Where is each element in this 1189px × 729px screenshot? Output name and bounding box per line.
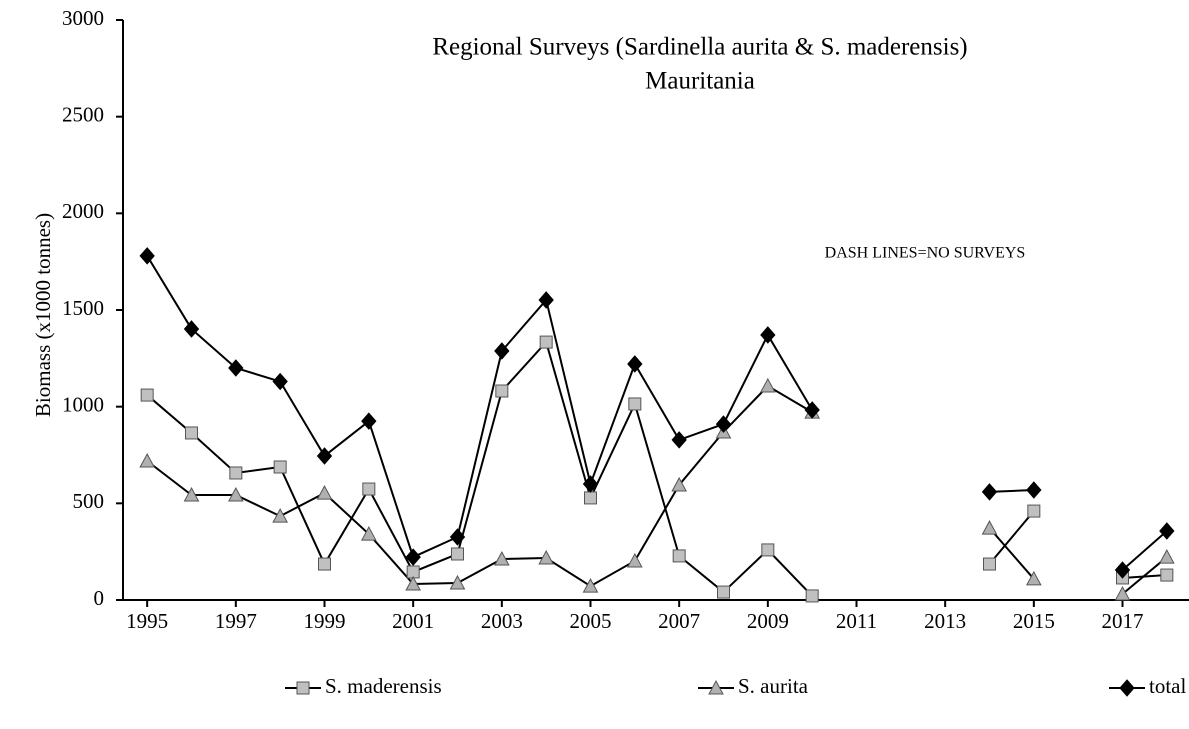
marker-diamond	[494, 342, 510, 360]
marker-triangle	[538, 549, 555, 565]
x-tick-label: 1999	[304, 609, 346, 633]
x-tick-label: 2013	[924, 609, 966, 633]
marker-square	[1027, 504, 1041, 518]
marker-triangle	[1025, 570, 1042, 586]
marker-square	[140, 388, 154, 402]
x-tick-label: 2011	[836, 609, 877, 633]
annotation: DASH LINES=NO SURVEYS	[825, 245, 1026, 262]
marker-diamond	[627, 355, 643, 373]
marker-square	[185, 426, 198, 440]
marker-diamond	[1026, 481, 1042, 499]
marker-triangle	[272, 508, 289, 523]
x-tick-label: 1997	[215, 609, 257, 633]
y-tick-label: 500	[73, 489, 105, 513]
legend-label: total	[1149, 674, 1186, 698]
marker-diamond	[272, 372, 288, 391]
marker-triangle	[139, 452, 156, 468]
x-tick-label: 1995	[126, 609, 168, 633]
marker-square	[805, 589, 819, 603]
y-tick-label: 1500	[62, 296, 104, 320]
marker-triangle	[227, 486, 244, 502]
marker-square	[628, 397, 642, 411]
marker-square	[362, 482, 376, 496]
marker-diamond	[228, 359, 244, 377]
marker-diamond	[671, 431, 687, 449]
marker-triangle	[1158, 549, 1175, 564]
y-tick-label: 3000	[62, 6, 104, 30]
marker-diamond	[1159, 522, 1175, 540]
marker-square	[495, 384, 509, 398]
marker-square	[761, 543, 775, 557]
series-line	[146, 340, 1167, 597]
marker-square	[1160, 568, 1174, 582]
marker-diamond	[449, 528, 466, 546]
marker-diamond	[405, 548, 421, 566]
marker-triangle	[759, 377, 776, 393]
marker-triangle	[981, 520, 998, 535]
marker-triangle	[405, 575, 422, 591]
marker-diamond	[715, 415, 732, 433]
marker-square	[539, 335, 553, 349]
marker-triangle	[626, 552, 643, 568]
marker-diamond	[981, 483, 998, 501]
marker-triangle	[493, 550, 510, 566]
marker-square	[983, 557, 996, 571]
marker-diamond	[316, 447, 333, 465]
x-tick-label: 2015	[1013, 609, 1055, 633]
marker-triangle	[708, 679, 724, 695]
marker-diamond	[139, 247, 155, 265]
x-tick-label: 2001	[392, 609, 434, 633]
x-tick-label: 2009	[747, 609, 789, 633]
y-tick-label: 2500	[62, 102, 104, 126]
series-line	[146, 255, 1168, 571]
marker-diamond	[183, 320, 200, 338]
marker-square	[296, 681, 310, 695]
marker-triangle	[1114, 585, 1131, 601]
chart-title: Regional Surveys (Sardinella aurita & S.…	[432, 34, 967, 61]
y-axis-label: Biomass (x1000 tonnes)	[31, 213, 55, 417]
x-tick-label: 2005	[570, 609, 612, 633]
marker-diamond	[804, 401, 820, 419]
marker-square	[672, 549, 686, 563]
x-tick-label: 2017	[1102, 609, 1144, 633]
marker-diamond	[1119, 679, 1135, 697]
y-tick-label: 2000	[62, 199, 104, 223]
marker-diamond	[361, 412, 377, 430]
y-tick-label: 0	[94, 586, 105, 610]
marker-diamond	[538, 291, 554, 309]
legend-label: S. aurita	[738, 674, 809, 698]
marker-triangle	[582, 578, 599, 593]
marker-square	[451, 547, 464, 561]
x-tick-label: 2007	[658, 609, 700, 633]
marker-triangle	[316, 485, 333, 500]
marker-square	[229, 466, 243, 480]
marker-triangle	[183, 486, 200, 502]
marker-triangle	[360, 526, 377, 541]
marker-diamond	[760, 326, 776, 344]
marker-square	[273, 460, 287, 474]
y-tick-label: 1000	[62, 392, 104, 416]
x-tick-label: 2003	[481, 609, 523, 633]
legend-label: S. maderensis	[325, 674, 442, 698]
marker-square	[717, 585, 730, 599]
marker-diamond	[1114, 561, 1131, 579]
marker-triangle	[449, 574, 466, 590]
marker-square	[584, 491, 597, 505]
marker-triangle	[671, 476, 688, 492]
chart-subtitle: Mauritania	[645, 68, 755, 95]
marker-diamond	[582, 475, 599, 493]
marker-square	[318, 557, 331, 571]
